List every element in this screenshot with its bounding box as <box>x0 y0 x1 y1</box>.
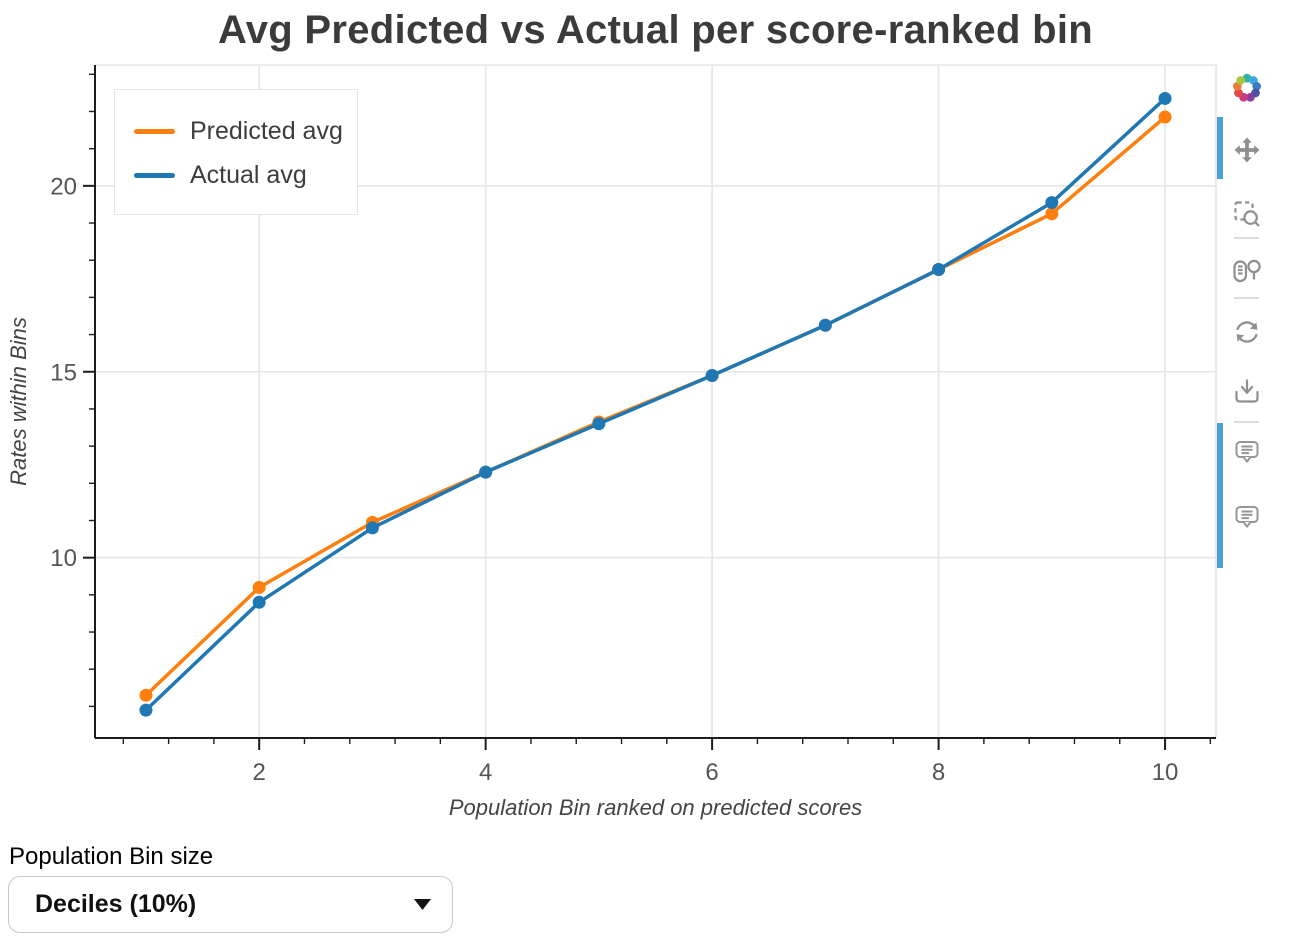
data-point <box>479 465 493 479</box>
data-point <box>139 688 153 702</box>
y-tick-label: 10 <box>50 545 77 572</box>
hover-icon <box>1235 441 1259 463</box>
box-zoom-tool-button[interactable] <box>1229 197 1265 231</box>
legend-label: Actual avg <box>190 160 307 189</box>
pan-icon <box>1234 137 1260 163</box>
hover-icon <box>1235 506 1259 528</box>
x-tick-label: 4 <box>479 759 492 786</box>
bin-size-selected-value: Deciles (10%) <box>35 890 197 918</box>
data-point <box>252 580 266 594</box>
legend-swatch <box>134 172 175 178</box>
save-icon <box>1235 379 1259 403</box>
legend-swatch <box>134 128 175 134</box>
data-point <box>705 368 719 382</box>
y-tick-label: 15 <box>50 359 77 386</box>
x-tick-label: 2 <box>253 759 266 786</box>
x-tick-label: 6 <box>705 759 718 786</box>
data-point <box>592 417 606 431</box>
wheel-zoom-tool-button[interactable] <box>1229 253 1265 287</box>
data-point <box>1045 207 1059 221</box>
series-line-actual-avg <box>144 96 1167 712</box>
x-tick-label: 8 <box>932 759 945 786</box>
data-point <box>139 703 153 717</box>
hover-tool-button[interactable] <box>1229 435 1265 469</box>
x-axis-label: Population Bin ranked on predicted score… <box>449 795 862 820</box>
bokeh-logo[interactable] <box>1229 71 1265 105</box>
bin-size-label: Population Bin size <box>9 843 214 870</box>
plot-title: Avg Predicted vs Actual per score-ranked… <box>218 8 1093 52</box>
legend: Predicted avg Actual avg <box>114 89 358 215</box>
y-tick-label: 20 <box>50 173 77 200</box>
bokeh-logo-icon <box>1232 73 1262 102</box>
data-point <box>252 595 266 609</box>
data-point <box>1158 91 1172 105</box>
dropdown-arrow-icon <box>414 899 431 910</box>
x-tick-label: 10 <box>1152 759 1179 786</box>
data-point <box>365 521 379 535</box>
plot-outline <box>95 64 1217 738</box>
legend-item[interactable]: Predicted avg <box>134 117 357 146</box>
save-tool-button[interactable] <box>1229 375 1265 409</box>
reset-tool-button[interactable] <box>1229 315 1265 349</box>
data-point <box>818 318 832 332</box>
data-point <box>1045 196 1059 210</box>
wheel-zoom-icon <box>1233 259 1261 283</box>
box-zoom-icon <box>1234 201 1260 227</box>
pan-tool-button[interactable] <box>1229 133 1265 167</box>
hover-tool-button-2[interactable] <box>1229 500 1265 534</box>
data-point <box>1158 110 1172 124</box>
legend-label: Predicted avg <box>190 116 343 145</box>
bin-size-select[interactable]: Deciles (10%) <box>8 876 453 933</box>
data-point <box>932 263 946 277</box>
legend-item[interactable]: Actual avg <box>134 161 357 190</box>
reset-icon <box>1236 321 1258 343</box>
y-axis-label: Rates within Bins <box>6 317 31 486</box>
